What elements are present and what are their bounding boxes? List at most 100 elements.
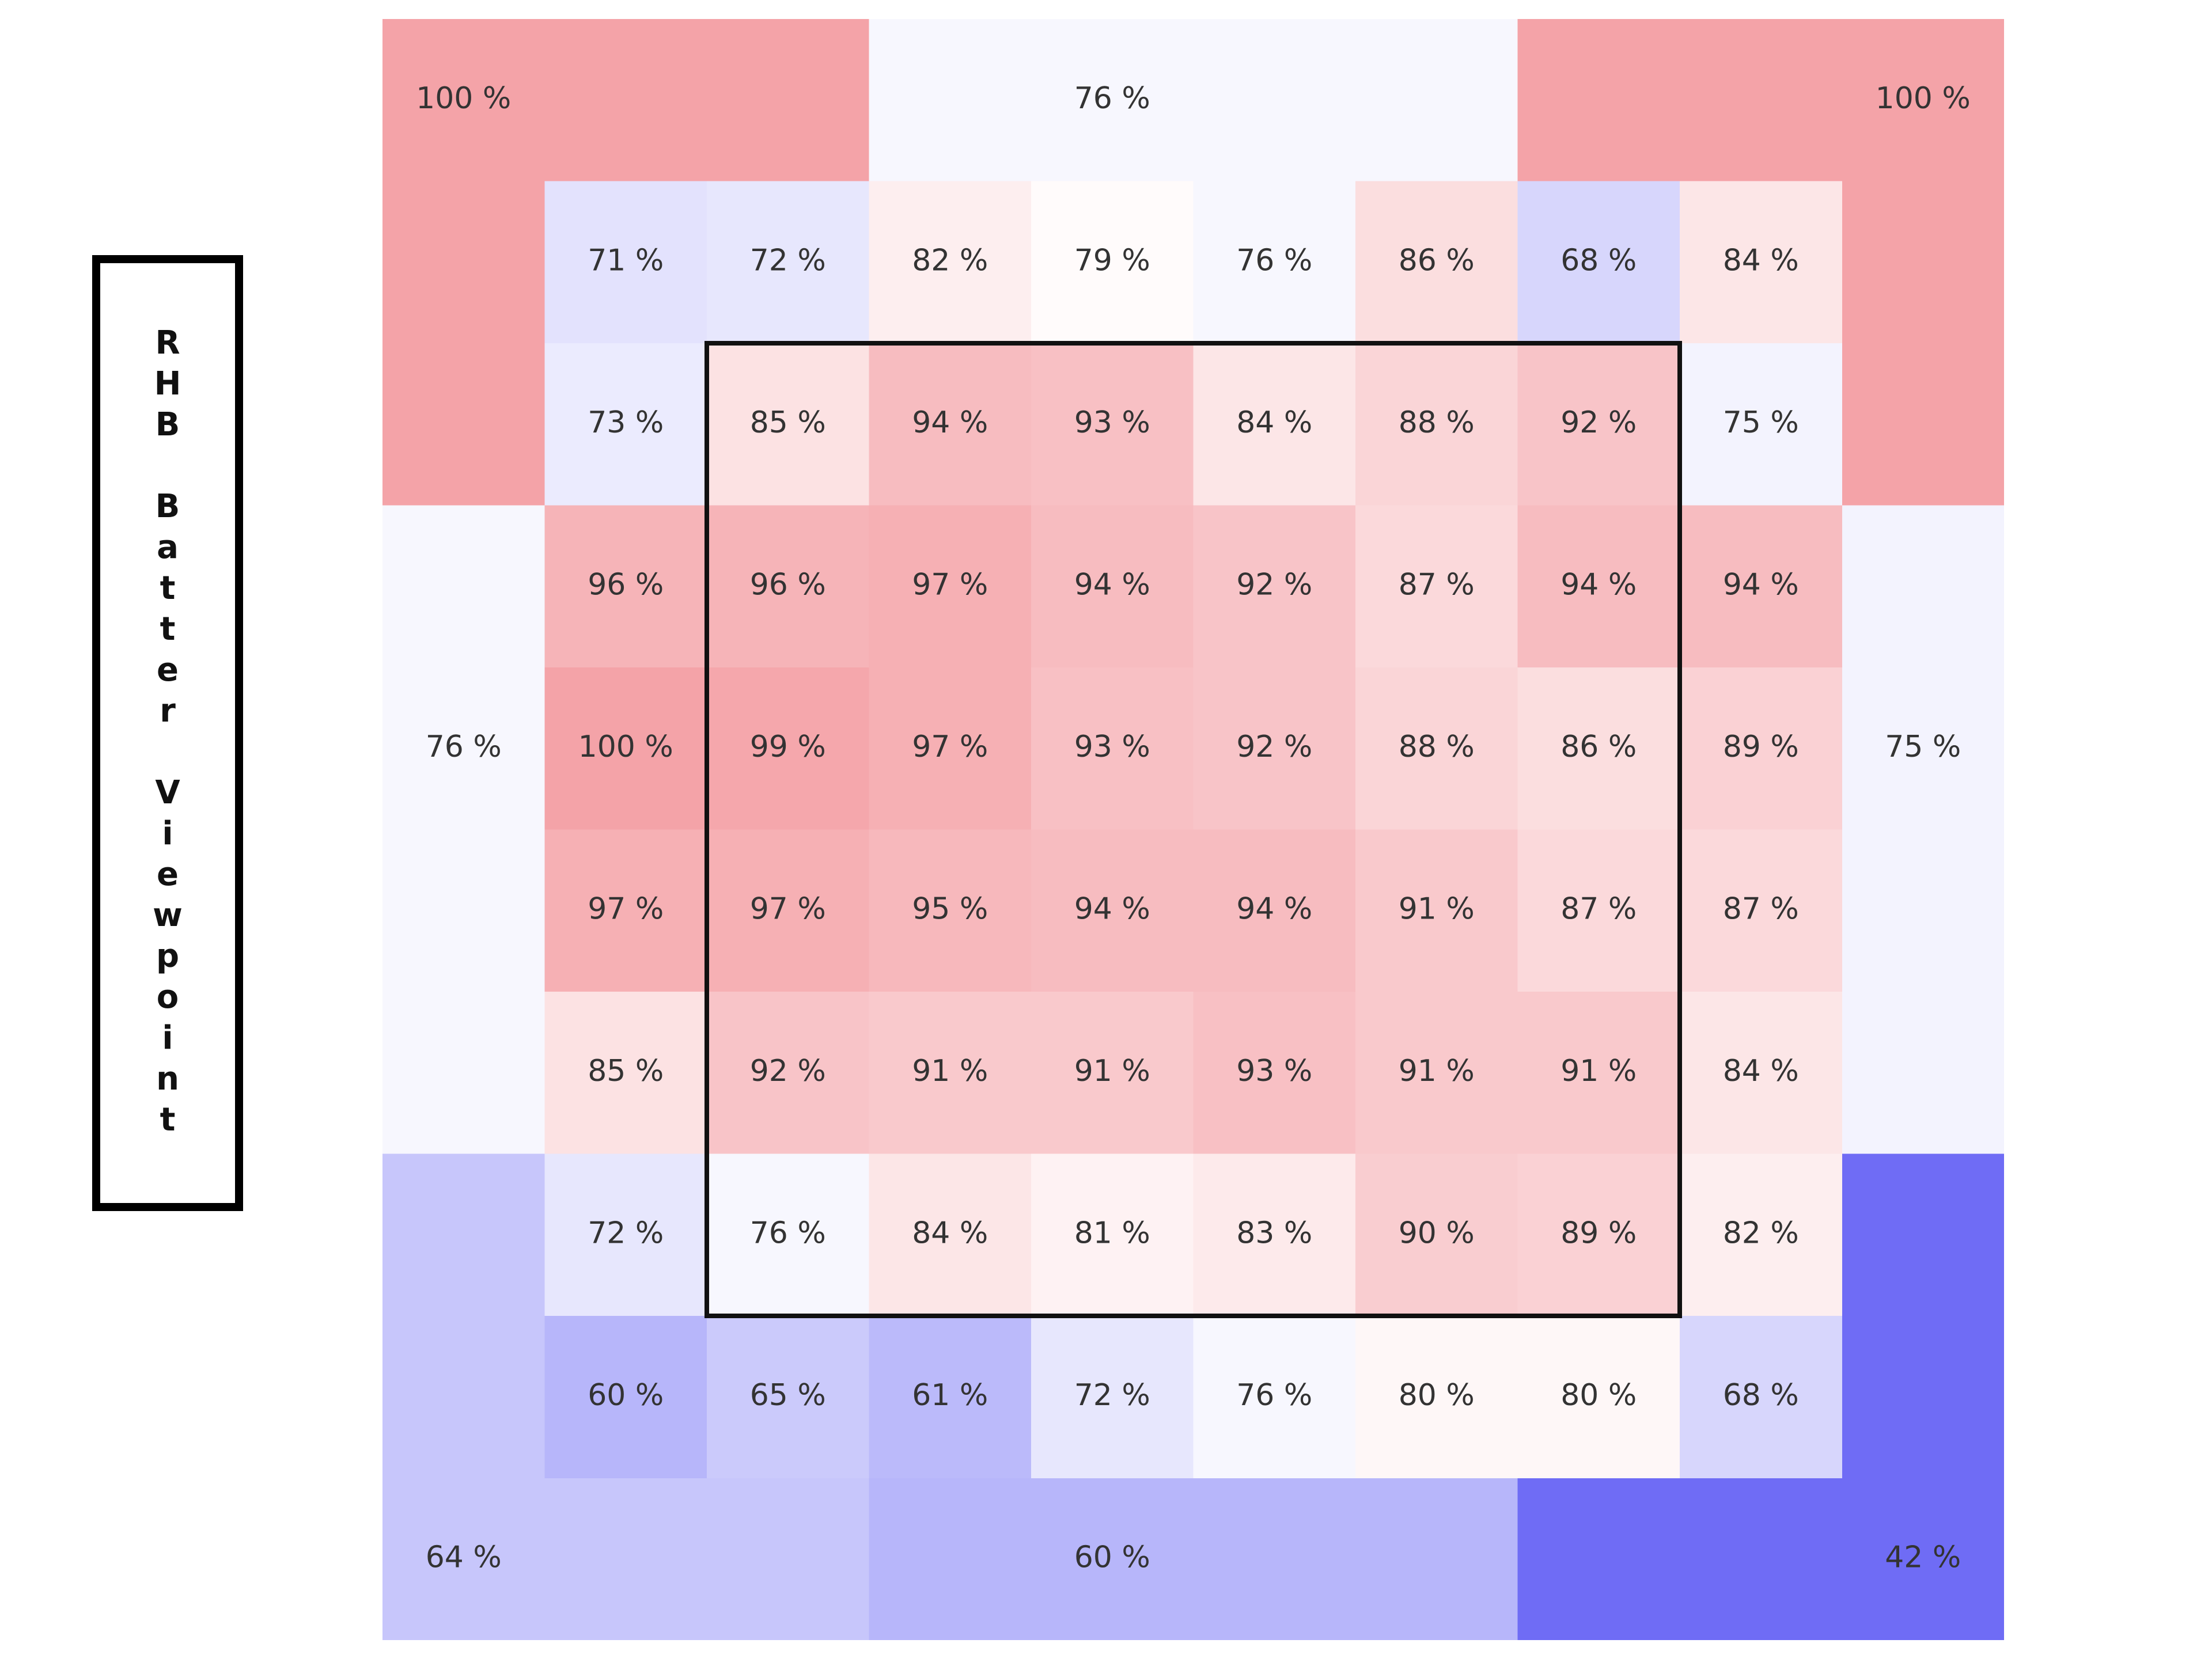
value-labels-layer: 100 % 76 % 100 % 76 % 75 % 64 % 60 % 42 % 71 % 72… <box>416 81 1971 1575</box>
heatmap-cell <box>544 829 707 992</box>
heatmap-cell-label: 87 % <box>1723 891 1799 926</box>
heatmap-cell <box>869 343 1032 506</box>
heatmap-cell-label: 76 % <box>1236 243 1312 278</box>
heatmap-cell <box>869 181 1032 344</box>
heatmap-cell-label: 89 % <box>1723 730 1799 764</box>
heatmap-cell-label: 96 % <box>588 567 664 602</box>
heatmap-cell <box>1355 343 1518 506</box>
heatmap-cell <box>1193 992 1356 1154</box>
heatmap-cell-label: 71 % <box>588 243 664 278</box>
heatmap-cell-label: 91 % <box>1399 1054 1475 1088</box>
heatmap-cell <box>544 343 707 506</box>
heatmap-cell-label: 91 % <box>1399 891 1475 926</box>
heatmap-cell <box>1680 1153 1842 1316</box>
heatmap-cell <box>1680 829 1842 992</box>
heatmap-cell <box>1193 181 1356 344</box>
heatmap-cell-label: 92 % <box>1236 567 1312 602</box>
outer-zone-label-top-left: 100 % <box>416 81 511 116</box>
heatmap-cell <box>707 343 869 506</box>
heatmap-cell-label: 91 % <box>912 1054 988 1088</box>
outer-zone-label-right: 75 % <box>1885 730 1961 764</box>
heatmap-cell-label: 75 % <box>1723 405 1799 440</box>
heatmap-cell <box>707 992 869 1154</box>
heatmap-cell-label: 68 % <box>1723 1378 1799 1413</box>
outer-zone-label-top-right: 100 % <box>1876 81 1971 116</box>
heatmap-cell <box>1193 343 1356 506</box>
heatmap-cell <box>1355 181 1518 344</box>
heatmap-cell-label: 82 % <box>912 243 988 278</box>
heatmap-cell-label: 94 % <box>1236 891 1312 926</box>
heatmap-cell <box>707 1153 869 1316</box>
outer-zone-bottom-right <box>1517 1153 2004 1640</box>
heatmap-cell <box>1517 829 1680 992</box>
heatmap-cell <box>544 1153 707 1316</box>
heatmap-cell-label: 72 % <box>1074 1378 1150 1413</box>
heatmap-cell-label: 94 % <box>1074 567 1150 602</box>
heatmap-cell-label: 92 % <box>1236 730 1312 764</box>
heatmap-cell <box>544 181 707 344</box>
heatmap-cell-label: 76 % <box>1236 1378 1312 1413</box>
heatmap-cell <box>1355 829 1518 992</box>
heatmap-cell-label: 85 % <box>588 1054 664 1088</box>
heatmap-cell-label: 84 % <box>1723 1054 1799 1088</box>
outer-zone-label-bottom: 60 % <box>1074 1540 1150 1574</box>
outer-zones-layer <box>382 19 2004 1640</box>
heatmap-cell-label: 97 % <box>588 891 664 926</box>
heatmap-cell-label: 94 % <box>1074 891 1150 926</box>
heatmap-cell <box>1355 1153 1518 1316</box>
heatmap-cell-label: 92 % <box>1560 405 1637 440</box>
heatmap-cell <box>1517 505 1680 668</box>
heatmap-cell <box>707 181 869 344</box>
heatmap-cell <box>1031 343 1194 506</box>
heatmap-cell <box>1680 505 1842 668</box>
heatmap-cell-label: 88 % <box>1399 730 1475 764</box>
heatmap-cell-label: 91 % <box>1074 1054 1150 1088</box>
heatmap-cell-label: 93 % <box>1236 1054 1312 1088</box>
heatmap-cell <box>1355 992 1518 1154</box>
outer-zone-right <box>1842 505 2004 1154</box>
heatmap-cell <box>1031 992 1194 1154</box>
heatmap-cell <box>1680 1316 1842 1478</box>
heatmap-cell <box>869 1153 1032 1316</box>
outer-zone-label-top: 76 % <box>1074 81 1150 116</box>
heatmap-cell-label: 84 % <box>1723 243 1799 278</box>
heatmap-cell <box>1355 1316 1518 1478</box>
heatmap-cell <box>544 667 707 830</box>
outer-zone-label-bottom-right: 42 % <box>1885 1540 1961 1574</box>
heatmap-cell-label: 94 % <box>912 405 988 440</box>
heatmap-cell-label: 81 % <box>1074 1216 1150 1250</box>
heatmap-cell-label: 94 % <box>1723 567 1799 602</box>
batter-viewpoint-label-box: RHB Batter Viewpoint <box>92 255 243 1211</box>
heatmap-cell <box>1193 829 1356 992</box>
heatmap-cell <box>869 829 1032 992</box>
heatmap-cell <box>1031 505 1194 668</box>
heatmap-cell-label: 86 % <box>1399 243 1475 278</box>
heatmap-cell-label: 61 % <box>912 1378 988 1413</box>
heatmap-cell-label: 76 % <box>750 1216 826 1250</box>
outer-zone-bottom-left <box>382 1153 869 1640</box>
heatmap-cell <box>1193 505 1356 668</box>
heatmap-cell-label: 82 % <box>1723 1216 1799 1250</box>
heatmap-cell <box>1680 992 1842 1154</box>
heatmap-cell-label: 60 % <box>588 1378 664 1413</box>
heatmap-cell-label: 80 % <box>1399 1378 1475 1413</box>
strike-zone-border <box>704 341 1682 1318</box>
heatmap-cell <box>1517 1316 1680 1478</box>
heatmap-cell-label: 93 % <box>1074 405 1150 440</box>
heatmap-cell <box>1517 1153 1680 1316</box>
heatmap-cell <box>1193 1153 1356 1316</box>
inner-grid-layer <box>544 181 1842 1478</box>
heatmap-cell <box>544 992 707 1154</box>
heatmap-cell <box>869 505 1032 668</box>
heatmap-cell <box>1517 992 1680 1154</box>
heatmap-cell <box>1355 505 1518 668</box>
heatmap-cell <box>1193 667 1356 830</box>
heatmap-cell-label: 85 % <box>750 405 826 440</box>
heatmap-cell <box>544 505 707 668</box>
heatmap-cell-label: 73 % <box>588 405 664 440</box>
heatmap-cell-label: 96 % <box>750 567 826 602</box>
outer-zone-top <box>869 19 1518 181</box>
heatmap-cell-label: 91 % <box>1560 1054 1637 1088</box>
heatmap-cell-label: 97 % <box>912 730 988 764</box>
